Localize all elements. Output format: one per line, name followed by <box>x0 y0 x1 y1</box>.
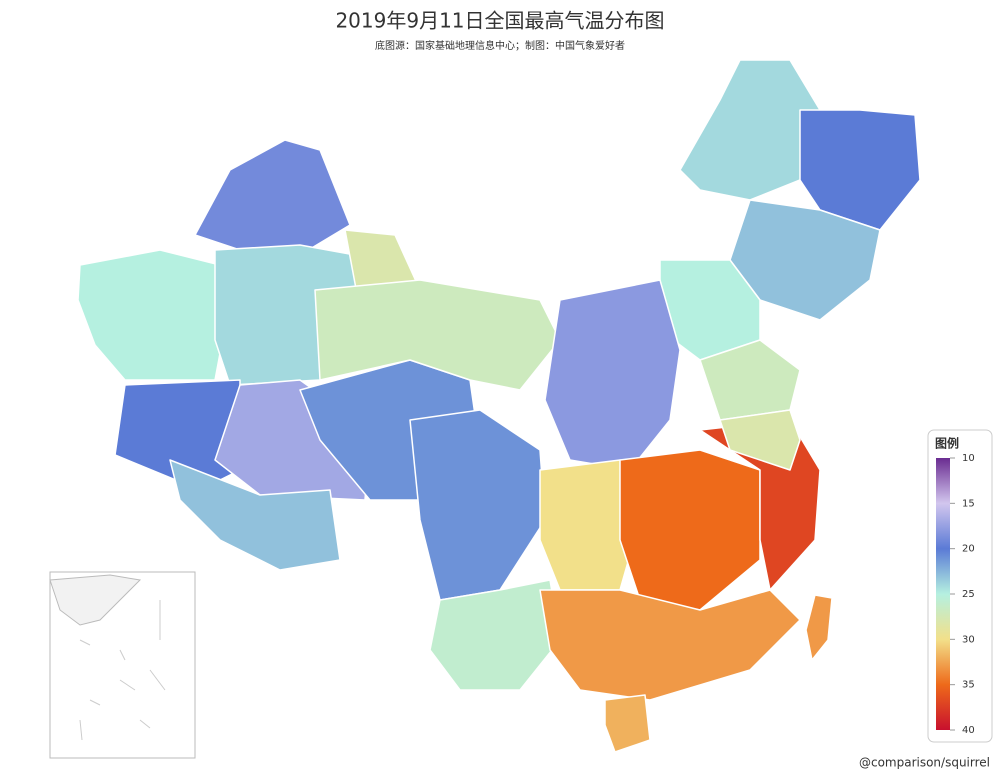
title: 2019年9月11日全国最高气温分布图 <box>335 9 664 33</box>
regions <box>77 59 921 753</box>
legend-tick-label: 15 <box>962 498 975 509</box>
region <box>194 139 351 256</box>
color-bar <box>936 458 950 730</box>
inset-land <box>49 574 142 626</box>
region <box>314 279 561 391</box>
legend: 图例 10 15 20 25 30 35 40 <box>927 429 993 743</box>
legend-tick-label: 20 <box>962 544 975 555</box>
legend-tick-label: 30 <box>962 634 975 645</box>
region <box>679 59 821 201</box>
legend-title: 图例 <box>935 436 959 451</box>
credit: @comparison/squirrel <box>859 756 990 770</box>
region <box>805 594 833 661</box>
legend-tick-label: 35 <box>962 680 975 691</box>
region <box>77 249 231 381</box>
region <box>169 459 341 571</box>
region <box>799 109 921 231</box>
region <box>539 589 801 701</box>
inset-map <box>49 571 196 759</box>
legend-tick-label: 10 <box>962 453 975 464</box>
region <box>544 279 681 471</box>
legend-tick-label: 25 <box>962 589 975 600</box>
region <box>619 449 761 611</box>
inset-islands <box>79 600 166 741</box>
region <box>699 339 801 421</box>
region <box>429 579 561 691</box>
subtitle: 底图源：国家基础地理信息中心；制图：中国气象爱好者 <box>375 39 625 52</box>
region <box>604 694 651 753</box>
region <box>409 409 546 601</box>
legend-tick-label: 40 <box>962 725 975 736</box>
region <box>719 409 801 471</box>
